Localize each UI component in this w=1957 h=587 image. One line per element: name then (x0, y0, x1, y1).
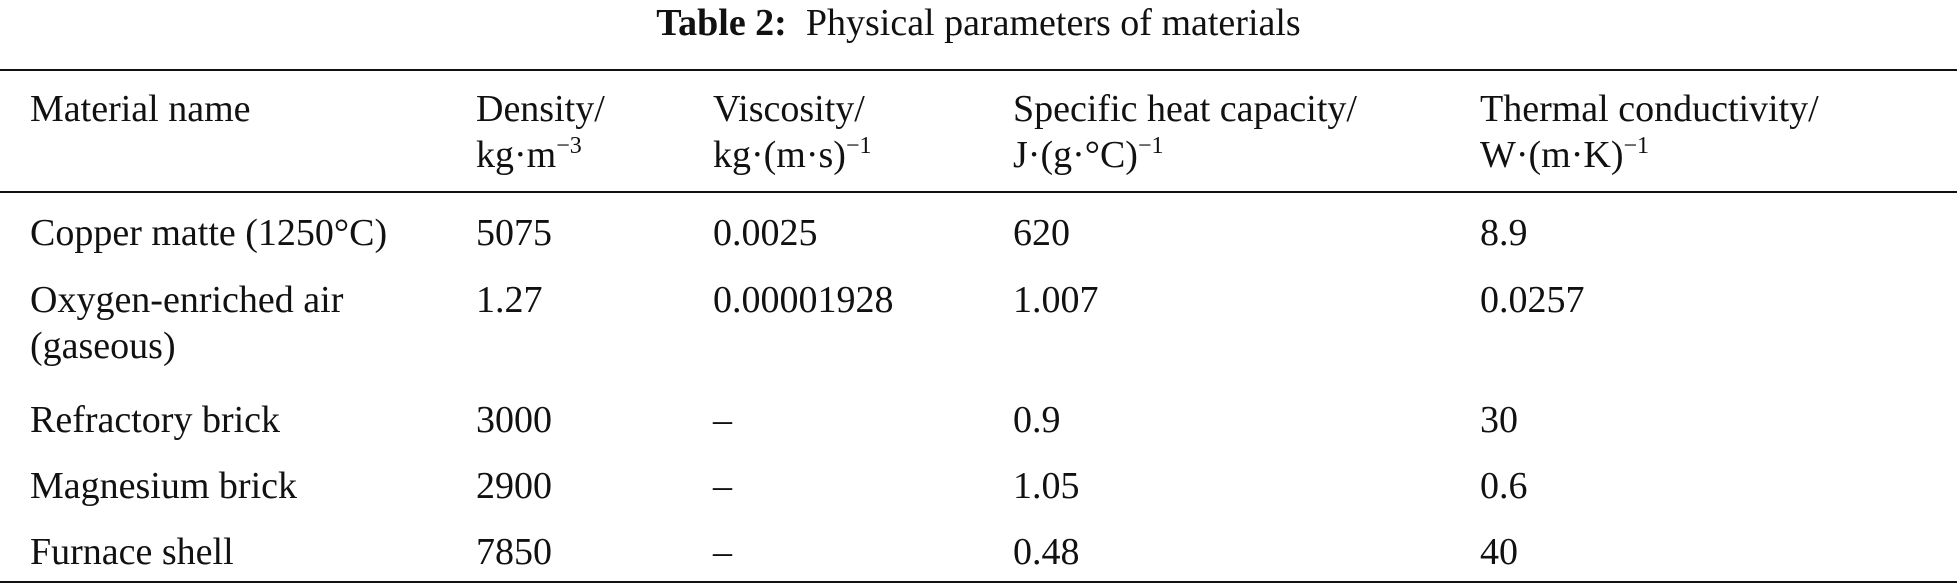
cell-density: 1.27 (476, 279, 543, 321)
cell-material: Copper matte (1250°C) (30, 212, 388, 254)
cell-viscosity: – (713, 531, 732, 573)
cell-conductivity: 8.9 (1480, 212, 1528, 254)
column-header-unit: kg·m−3 (476, 133, 582, 176)
column-header-viscosity: Viscosity/ kg·(m·s)−1 (713, 86, 872, 178)
column-header-unit: W·(m·K)−1 (1480, 133, 1650, 176)
table-header-rule (0, 191, 1957, 193)
cell-material-line2: (gaseous) (30, 325, 176, 367)
table-top-rule (0, 69, 1957, 71)
cell-density: 2900 (476, 465, 552, 507)
cell-density: 3000 (476, 399, 552, 441)
cell-material: Refractory brick (30, 399, 281, 441)
cell-density: 5075 (476, 212, 552, 254)
column-header-name: Specific heat capacity/ (1013, 88, 1357, 130)
cell-density: 7850 (476, 531, 552, 573)
table-caption-label: Table 2: (656, 2, 787, 44)
column-header-name: Viscosity/ (713, 88, 865, 130)
cell-conductivity: 0.6 (1480, 465, 1528, 507)
table-caption: Table 2: Physical parameters of material… (0, 0, 1957, 46)
cell-conductivity: 30 (1480, 399, 1518, 441)
table-caption-text: Physical parameters of materials (805, 2, 1301, 44)
column-header-conductivity: Thermal conductivity/ W·(m·K)−1 (1480, 86, 1819, 178)
cell-viscosity: – (713, 399, 732, 441)
cell-material: Oxygen-enriched air (gaseous) (30, 277, 343, 369)
cell-conductivity: 0.0257 (1480, 279, 1585, 321)
column-header-material: Material name (30, 86, 251, 132)
cell-specific-heat: 1.007 (1013, 279, 1099, 321)
cell-viscosity: 0.00001928 (713, 279, 894, 321)
cell-material-line1: Oxygen-enriched air (30, 279, 344, 321)
cell-specific-heat: 0.9 (1013, 399, 1061, 441)
column-header-name: Density/ (476, 88, 605, 130)
column-header-name: Material name (30, 88, 251, 130)
column-header-name: Thermal conductivity/ (1480, 88, 1819, 130)
cell-conductivity: 40 (1480, 531, 1518, 573)
cell-material: Furnace shell (30, 531, 234, 573)
cell-material: Magnesium brick (30, 465, 298, 507)
cell-specific-heat: 0.48 (1013, 531, 1080, 573)
column-header-density: Density/ kg·m−3 (476, 86, 605, 178)
cell-viscosity: 0.0025 (713, 212, 818, 254)
cell-specific-heat: 620 (1013, 212, 1070, 254)
column-header-unit: J·(g·°C)−1 (1013, 133, 1164, 176)
cell-specific-heat: 1.05 (1013, 465, 1080, 507)
column-header-specific-heat: Specific heat capacity/ J·(g·°C)−1 (1013, 86, 1357, 178)
column-header-unit: kg·(m·s)−1 (713, 133, 872, 176)
cell-viscosity: – (713, 465, 732, 507)
table-bottom-rule (0, 581, 1957, 583)
